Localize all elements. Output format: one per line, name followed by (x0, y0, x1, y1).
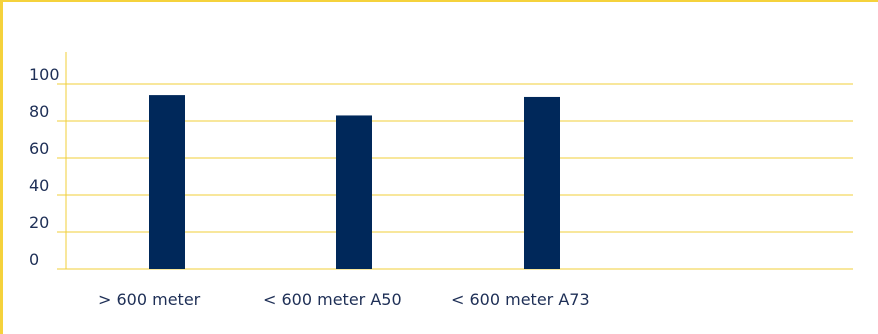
y-tick-label: 20 (29, 213, 49, 232)
y-tick-label: 100 (29, 65, 60, 84)
bar (524, 96, 560, 269)
y-tick-label: 0 (29, 250, 39, 269)
y-tick-label: 60 (29, 139, 49, 158)
y-axis-ticks: 0 20 40 60 80 100 (29, 65, 60, 269)
x-category-label: < 600 meter A73 (451, 290, 590, 309)
bar (149, 95, 185, 269)
bar (336, 115, 372, 269)
x-category-label: > 600 meter (98, 290, 201, 309)
y-tick-label: 80 (29, 102, 49, 121)
bars (149, 95, 560, 269)
x-category-label: < 600 meter A50 (263, 290, 402, 309)
y-tick-label: 40 (29, 176, 49, 195)
x-axis-labels: > 600 meter < 600 meter A50 < 600 meter A7… (98, 290, 590, 309)
gridlines (57, 52, 853, 270)
